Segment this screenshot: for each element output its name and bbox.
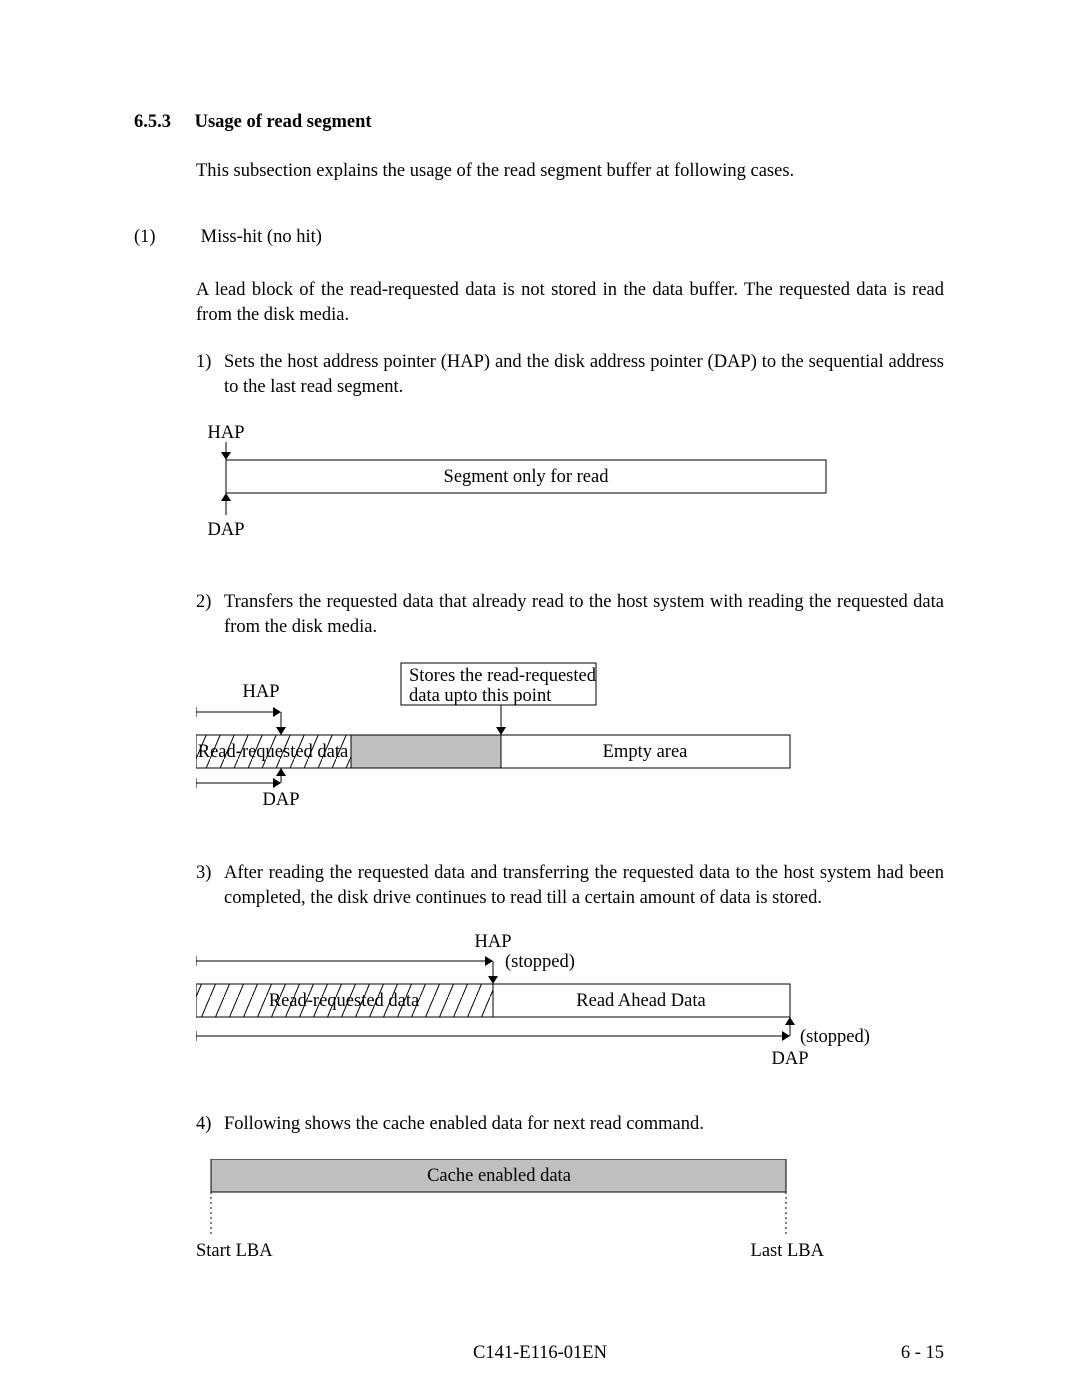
diagram-4-cache-label: Cache enabled data: [427, 1166, 571, 1186]
item-number: 2): [196, 590, 224, 640]
diagram-3-stopped-top: (stopped): [505, 952, 575, 972]
item-text: Transfers the requested data that alread…: [224, 590, 944, 640]
list-item: 3) After reading the requested data and …: [196, 861, 944, 911]
arrowhead-icon: [276, 727, 286, 735]
arrowhead-icon: [496, 727, 506, 735]
subsection-number: (1): [134, 227, 196, 248]
diagram-3-readahead-label: Read Ahead Data: [576, 991, 705, 1011]
subsection-line: (1) Miss-hit (no hit): [134, 227, 944, 248]
diagram-3-hap-label: HAP: [474, 932, 511, 952]
list-item: 2) Transfers the requested data that alr…: [196, 590, 944, 640]
diagram-2: Stores the read-requested data upto this…: [196, 660, 944, 835]
diagram-2-hap-label: HAP: [242, 682, 279, 702]
footer-pagenum: 6 - 15: [901, 1343, 944, 1364]
intro-text: This subsection explains the usage of th…: [196, 161, 944, 182]
diagram-4-last-label: Last LBA: [751, 1241, 825, 1261]
section-heading: 6.5.3 Usage of read segment: [134, 112, 944, 133]
item-text: Sets the host address pointer (HAP) and …: [224, 350, 944, 400]
heading-number: 6.5.3: [134, 112, 190, 133]
page: 6.5.3 Usage of read segment This subsect…: [0, 0, 1080, 1397]
diagram-3-dap-label: DAP: [771, 1049, 808, 1069]
arrowhead-icon: [782, 1031, 790, 1041]
diagram-2-dap-label: DAP: [262, 790, 299, 810]
gray-segment: [351, 735, 501, 768]
arrowhead-icon: [488, 976, 498, 984]
item-text: After reading the requested data and tra…: [224, 861, 944, 911]
arrowhead-icon: [485, 956, 493, 966]
diagram-4-svg: Cache enabled data Start LBA Last LBA: [196, 1159, 846, 1269]
diagram-3-stopped-bot: (stopped): [800, 1027, 870, 1047]
diagram-3-svg: HAP (stopped) Read-requested data Read A…: [196, 931, 876, 1086]
arrowhead-icon: [221, 452, 231, 460]
arrowhead-icon: [221, 493, 231, 501]
diagram-1-hap-label: HAP: [207, 423, 244, 443]
subsection-body: A lead block of the read-requested data …: [196, 278, 944, 328]
diagram-1-svg: HAP Segment only for read DAP: [196, 420, 846, 560]
heading-title: Usage of read segment: [195, 112, 372, 132]
subsection-title: Miss-hit (no hit): [201, 227, 322, 247]
diagram-2-readreq-label: Read-requested data: [198, 742, 349, 762]
diagram-1-dap-label: DAP: [207, 520, 244, 540]
content-area: 6.5.3 Usage of read segment This subsect…: [134, 112, 944, 1269]
list-item: 4) Following shows the cache enabled dat…: [196, 1112, 944, 1137]
diagram-3-readreq-label: Read-requested data: [269, 991, 420, 1011]
diagram-4: Cache enabled data Start LBA Last LBA: [196, 1159, 944, 1269]
item-number: 3): [196, 861, 224, 911]
arrowhead-icon: [273, 778, 281, 788]
diagram-3: HAP (stopped) Read-requested data Read A…: [196, 931, 944, 1086]
arrowhead-icon: [276, 768, 286, 776]
diagram-1: HAP Segment only for read DAP: [196, 420, 944, 560]
diagram-2-stores-l1: Stores the read-requested: [409, 666, 597, 686]
list-item: 1) Sets the host address pointer (HAP) a…: [196, 350, 944, 400]
item-number: 4): [196, 1112, 224, 1137]
diagram-2-stores-l2: data upto this point: [409, 686, 552, 706]
item-text: Following shows the cache enabled data f…: [224, 1112, 944, 1137]
arrowhead-icon: [273, 707, 281, 717]
diagram-4-start-label: Start LBA: [196, 1241, 273, 1261]
arrowhead-icon: [785, 1017, 795, 1025]
diagram-1-segment-label: Segment only for read: [444, 467, 610, 487]
diagram-2-svg: Stores the read-requested data upto this…: [196, 660, 846, 835]
diagram-2-empty-label: Empty area: [603, 742, 688, 762]
item-number: 1): [196, 350, 224, 400]
